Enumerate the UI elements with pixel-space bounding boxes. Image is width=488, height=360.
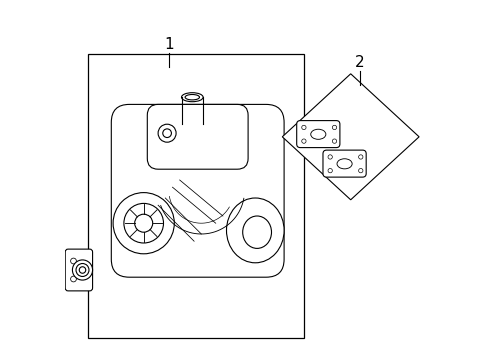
Circle shape [358,155,362,159]
Circle shape [72,260,92,280]
Ellipse shape [310,129,325,139]
Circle shape [134,214,152,232]
Circle shape [332,125,336,130]
Ellipse shape [181,117,203,128]
Polygon shape [282,74,418,200]
Text: 2: 2 [354,55,364,70]
Circle shape [79,267,85,273]
Text: 1: 1 [164,37,173,52]
Ellipse shape [336,159,351,169]
Circle shape [301,125,305,130]
Ellipse shape [181,93,203,102]
FancyBboxPatch shape [111,104,284,277]
Circle shape [327,155,332,159]
Circle shape [76,264,89,276]
FancyBboxPatch shape [147,104,247,169]
Circle shape [327,168,332,173]
Bar [88,54,303,338]
Circle shape [163,129,171,138]
Ellipse shape [242,216,271,248]
Circle shape [332,139,336,143]
FancyBboxPatch shape [65,249,92,291]
Circle shape [70,258,76,264]
Ellipse shape [185,95,199,100]
Circle shape [123,203,163,243]
Ellipse shape [226,198,284,263]
Circle shape [301,139,305,143]
FancyBboxPatch shape [322,150,366,177]
Circle shape [158,124,176,142]
Circle shape [358,168,362,173]
Circle shape [113,193,174,254]
FancyBboxPatch shape [296,121,339,148]
Circle shape [70,276,76,282]
